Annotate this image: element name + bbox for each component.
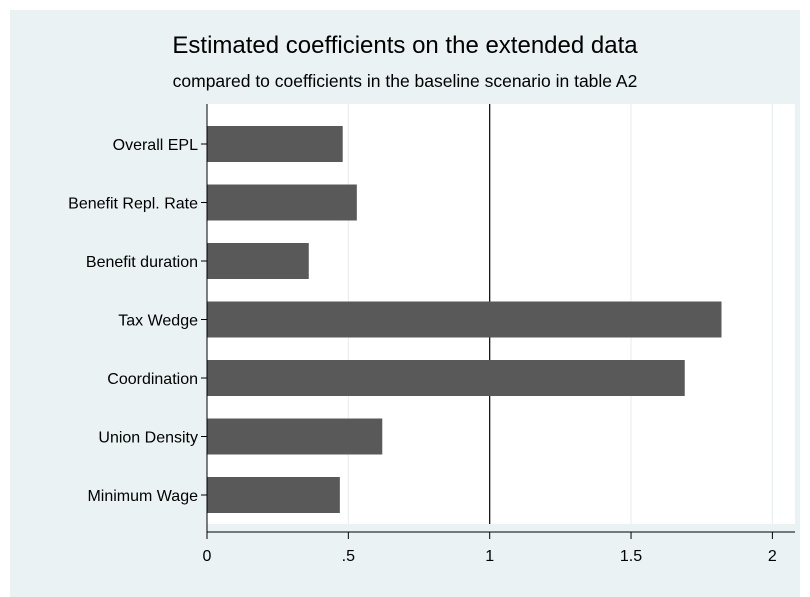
bars [207,126,722,513]
bar [207,243,309,279]
x-tick-label: 1 [485,548,494,565]
bar [207,184,357,221]
bar [207,126,343,162]
bar [207,360,685,396]
bar [207,418,383,455]
y-tick-label: Benefit Repl. Rate [68,196,198,213]
y-tick-label: Union Density [98,430,198,447]
bar [207,301,722,338]
chart-title: Estimated coefficients on the extended d… [172,32,638,59]
x-tick-label: 2 [768,548,777,565]
bar [207,477,340,513]
axes: Overall EPL Benefit Repl. Rate Benefit dur… [68,104,795,565]
chart-subtitle: compared to coefficients in the baseline… [172,71,638,91]
y-tick-label: Tax Wedge [118,313,198,330]
x-tick-label: 1.5 [620,548,642,565]
y-tick-label: Coordination [107,371,198,388]
y-tick-label: Benefit duration [86,254,198,271]
y-tick-label: Minimum Wage [87,488,198,505]
y-tick-label: Overall EPL [113,137,198,154]
x-tick-label: .5 [342,548,355,565]
x-tick-label: 0 [203,548,212,565]
